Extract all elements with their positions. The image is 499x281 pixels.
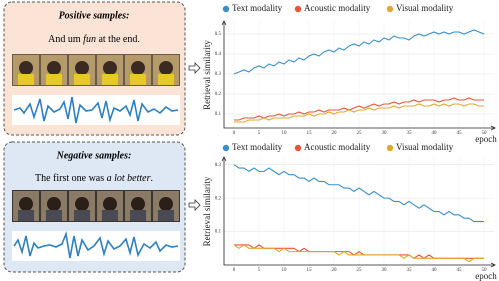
sentence-emphasis: fun xyxy=(83,34,96,45)
x-tick-label: 25 xyxy=(357,131,363,136)
axis-arrow xyxy=(490,262,496,268)
arrow xyxy=(188,62,201,74)
x-tick-label: 20 xyxy=(332,131,338,136)
sentence: And um fun at the end. xyxy=(48,34,140,45)
x-tick-label: 35 xyxy=(407,268,413,273)
axis-arrow xyxy=(490,125,496,131)
waveform xyxy=(13,231,179,259)
series-line xyxy=(233,29,485,75)
y-axis-label: Retrieval similarity xyxy=(202,176,212,246)
series-line xyxy=(233,164,484,223)
video-frames xyxy=(12,190,180,222)
x-tick-label: 45 xyxy=(457,268,463,273)
series-line xyxy=(233,244,484,263)
legend-marker xyxy=(386,5,394,13)
panel-title: Negative samples: xyxy=(56,150,132,161)
x-tick-label: 15 xyxy=(307,268,313,273)
series-line xyxy=(234,103,484,123)
x-tick-label: 30 xyxy=(382,268,388,273)
x-tick-label: 0 xyxy=(233,131,236,136)
x-tick-label: 5 xyxy=(258,268,261,273)
axis-frame xyxy=(223,158,494,266)
x-tick-label: 30 xyxy=(382,131,388,136)
sentence-part: at the end. xyxy=(96,34,140,45)
legend-label: Visual modality xyxy=(396,142,454,152)
y-tick-label: 0.1 xyxy=(215,112,222,117)
legend-label: Text modality xyxy=(232,3,283,13)
arrow xyxy=(188,199,201,211)
series-line xyxy=(234,97,484,121)
axis-arrow xyxy=(221,20,227,26)
sentence-part: And um xyxy=(48,34,83,45)
sentence: The first one was a lot better. xyxy=(35,173,153,184)
x-tick-label: 50 xyxy=(482,131,488,136)
y-axis-label: Retrieval similarity xyxy=(202,40,212,110)
legend-marker xyxy=(222,5,230,13)
x-axis-label: epoch xyxy=(475,134,497,144)
waveform xyxy=(13,96,179,124)
video-frames xyxy=(12,54,180,86)
axis-frame xyxy=(223,22,494,129)
panel-title: Positive samples: xyxy=(59,10,130,21)
legend-marker xyxy=(222,144,230,152)
x-tick-label: 40 xyxy=(432,268,438,273)
axis-arrow xyxy=(221,156,227,162)
sentence-part: The first one was xyxy=(35,173,107,184)
legend-marker xyxy=(386,144,394,152)
legend-label: Text modality xyxy=(232,142,283,152)
sentence-part: . xyxy=(151,173,154,184)
x-tick-label: 10 xyxy=(282,131,288,136)
y-tick-label: 0.2 xyxy=(215,196,222,201)
x-tick-label: 35 xyxy=(407,131,413,136)
y-tick-label: 0.2 xyxy=(215,92,222,97)
legend-marker xyxy=(294,5,302,13)
y-tick-label: 0.3 xyxy=(215,72,222,77)
legend-marker xyxy=(294,144,302,152)
x-tick-label: 20 xyxy=(332,268,338,273)
x-tick-label: 25 xyxy=(357,268,363,273)
x-tick-label: 10 xyxy=(282,268,288,273)
x-tick-label: 45 xyxy=(457,131,463,136)
x-tick-label: 5 xyxy=(258,131,261,136)
legend-label: Acoustic modality xyxy=(304,3,371,13)
y-tick-label: 0.4 xyxy=(215,52,222,57)
sentence-emphasis: a lot better xyxy=(107,173,151,184)
legend-label: Acoustic modality xyxy=(304,142,371,152)
x-axis-label: epoch xyxy=(475,271,497,281)
x-tick-label: 0 xyxy=(233,268,236,273)
x-tick-label: 15 xyxy=(307,131,313,136)
y-tick-label: 0.3 xyxy=(215,163,222,168)
y-tick-label: 0.1 xyxy=(215,230,222,235)
y-tick-label: 0.5 xyxy=(215,32,222,37)
legend-label: Visual modality xyxy=(396,3,454,13)
x-tick-label: 50 xyxy=(482,268,488,273)
x-tick-label: 40 xyxy=(432,131,438,136)
